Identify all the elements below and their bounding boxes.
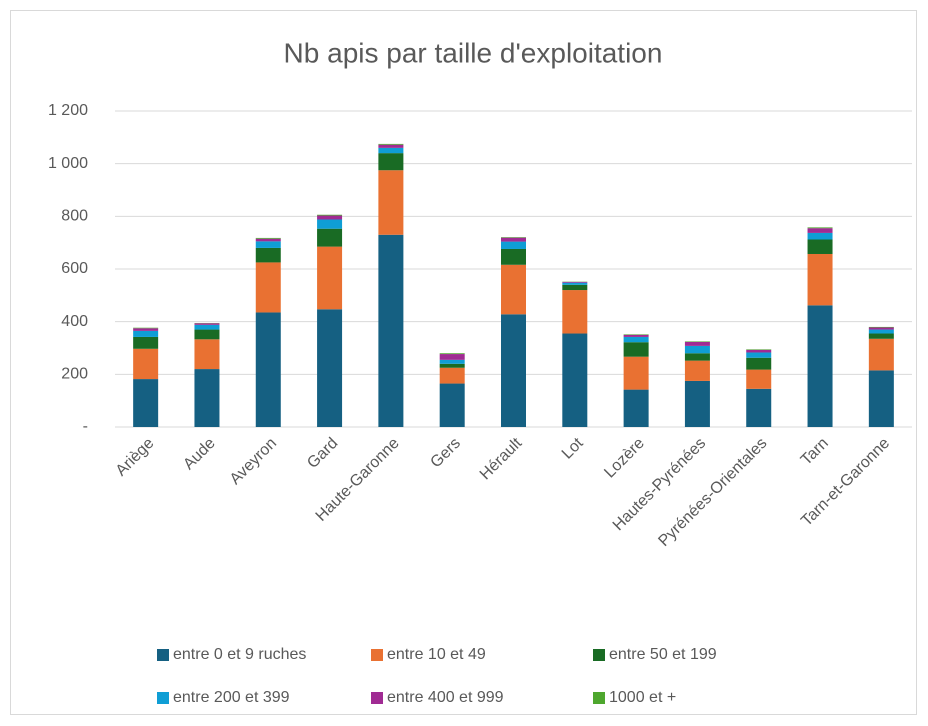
y-tick-label: 800	[61, 208, 88, 225]
bar-segment	[133, 379, 159, 427]
bar-segment	[194, 329, 220, 340]
bar-segment	[317, 228, 343, 247]
legend-label: entre 200 et 399	[173, 689, 290, 706]
bar-segment	[133, 348, 159, 380]
bar-segment	[133, 327, 159, 329]
bar-segment	[868, 370, 894, 427]
legend-label: entre 50 et 199	[609, 646, 717, 663]
legend-swatch	[371, 692, 383, 704]
bar-segment	[255, 247, 281, 263]
legend-swatch	[371, 649, 383, 661]
bar-segment	[868, 338, 894, 371]
legend-label: entre 400 et 999	[387, 689, 504, 706]
bar-segment	[255, 237, 281, 239]
bar-segment	[807, 239, 833, 254]
bar-segment	[807, 253, 833, 306]
bar-segment	[562, 284, 588, 291]
bar-segment	[439, 353, 465, 355]
bar-segment	[317, 246, 343, 310]
bar-segment	[255, 262, 281, 313]
bar-segment	[439, 354, 465, 360]
legend-swatch	[593, 649, 605, 661]
bar-segment	[501, 264, 526, 315]
chart-title: Nb apis par taille d'exploitation	[284, 37, 663, 68]
y-tick-label: 1 000	[48, 155, 88, 172]
bar-segment	[194, 323, 220, 325]
bar-segment	[501, 241, 526, 249]
bar-segment	[868, 327, 894, 330]
bar-segment	[255, 238, 281, 242]
bar-segment	[317, 215, 343, 220]
bar-segment	[623, 389, 649, 427]
bar-segment	[133, 328, 159, 331]
bar-segment	[133, 330, 159, 337]
legend-label: entre 0 et 9 ruches	[173, 646, 306, 663]
bar-segment	[746, 369, 772, 389]
bar-segment	[684, 360, 710, 381]
bar-segment	[807, 227, 833, 229]
bar-segment	[684, 345, 710, 354]
y-tick-label: 400	[61, 313, 88, 330]
bar-segment	[746, 357, 772, 370]
bar-segment	[439, 367, 465, 384]
bar-segment	[194, 324, 220, 330]
bar-segment	[562, 333, 588, 427]
bar-segment	[684, 380, 710, 427]
bar-segment	[194, 369, 220, 427]
y-tick-label: -	[83, 418, 88, 435]
bar-segment	[378, 147, 404, 154]
bar-segment	[378, 153, 404, 171]
bar-segment	[501, 314, 526, 427]
bar-segment	[746, 349, 772, 353]
bar-segment	[133, 336, 159, 349]
bar-segment	[868, 329, 894, 334]
bar-segment	[317, 309, 343, 427]
bar-segment	[255, 241, 281, 248]
bar-segment	[807, 228, 833, 233]
legend-swatch	[593, 692, 605, 704]
bar-segment	[868, 333, 894, 339]
bar-segment	[746, 388, 772, 427]
legend-label: 1000 et +	[609, 689, 676, 706]
bar-segment	[746, 352, 772, 358]
bar-segment	[501, 237, 526, 242]
bar-segment	[501, 237, 526, 238]
bar-segment	[378, 143, 404, 145]
legend-swatch	[157, 649, 169, 661]
bar-segment	[562, 282, 588, 285]
bar-segment	[194, 339, 220, 370]
bar-segment	[317, 219, 343, 229]
bar-segment	[623, 334, 649, 337]
bar-segment	[684, 341, 710, 342]
y-tick-label: 1 200	[48, 102, 88, 119]
bar-segment	[623, 356, 649, 390]
bar-segment	[562, 290, 588, 334]
bar-segment	[684, 353, 710, 361]
bar-segment	[562, 281, 588, 283]
legend-swatch	[157, 692, 169, 704]
bar-segment	[623, 334, 649, 335]
bar-segment	[378, 170, 404, 235]
y-tick-label: 600	[61, 260, 88, 277]
bar-segment	[378, 144, 404, 148]
bar-segment	[623, 342, 649, 357]
bar-segment	[868, 326, 894, 328]
bar-segment	[807, 305, 833, 427]
bar-segment	[317, 214, 343, 216]
y-tick-label: 200	[61, 366, 88, 383]
bar-segment	[807, 232, 833, 240]
legend-label: entre 10 et 49	[387, 646, 486, 663]
bar-segment	[439, 359, 465, 364]
bar-segment	[439, 383, 465, 427]
bar-segment	[378, 234, 404, 427]
bar-segment	[501, 248, 526, 265]
bar-segment	[255, 312, 281, 427]
bar-segment	[746, 349, 772, 350]
bar-segment	[684, 341, 710, 346]
bar-segment	[623, 336, 649, 343]
bar-segment	[439, 363, 465, 368]
